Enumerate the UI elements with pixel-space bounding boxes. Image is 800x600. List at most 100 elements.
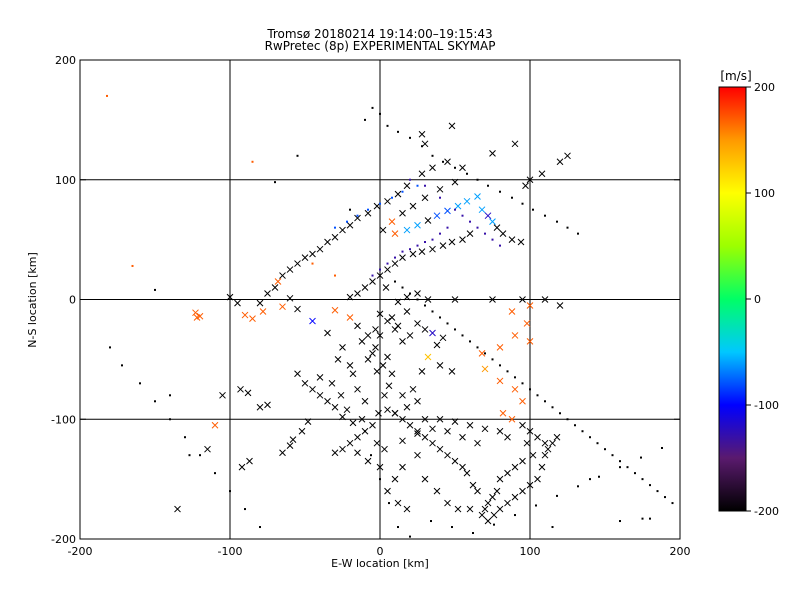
data-point-dot bbox=[469, 220, 471, 223]
data-point-x bbox=[511, 385, 519, 393]
data-point-x bbox=[556, 158, 564, 166]
data-point-x bbox=[451, 457, 459, 465]
data-point-x bbox=[508, 236, 516, 243]
data-point-dot bbox=[484, 232, 486, 235]
data-point-x bbox=[421, 194, 429, 202]
data-point-x bbox=[451, 296, 459, 303]
data-point-x bbox=[451, 178, 459, 186]
data-point-x bbox=[406, 332, 414, 339]
data-point-x bbox=[279, 449, 286, 457]
data-point-x bbox=[522, 182, 529, 190]
data-point-x bbox=[193, 314, 201, 321]
data-point-x bbox=[529, 451, 537, 459]
data-point-x bbox=[364, 356, 372, 363]
data-point-x bbox=[421, 433, 429, 441]
data-point-dot bbox=[577, 485, 579, 488]
data-point-x bbox=[369, 421, 376, 429]
data-point-dot bbox=[154, 400, 156, 403]
data-point-x bbox=[399, 463, 406, 471]
data-point-dot bbox=[551, 526, 554, 529]
data-point-x bbox=[237, 385, 244, 393]
data-point-x bbox=[489, 218, 496, 226]
data-point-dot bbox=[535, 504, 537, 507]
data-point-dot bbox=[379, 112, 381, 115]
data-point-x bbox=[517, 238, 525, 246]
data-point-x bbox=[343, 406, 351, 414]
data-point-x bbox=[204, 445, 211, 453]
data-point-dot bbox=[521, 382, 524, 385]
data-point-x bbox=[418, 130, 426, 138]
data-point-dot bbox=[472, 532, 474, 535]
data-point-x bbox=[301, 379, 309, 387]
data-point-dot bbox=[521, 202, 524, 205]
data-point-dot bbox=[131, 264, 134, 267]
data-point-x bbox=[469, 481, 477, 489]
data-point-dot bbox=[461, 214, 464, 217]
data-point-x bbox=[454, 505, 462, 513]
data-point-dot bbox=[371, 106, 374, 109]
data-point-dot bbox=[391, 196, 393, 199]
data-point-x bbox=[174, 505, 181, 513]
data-point-x bbox=[403, 308, 411, 315]
data-point-x bbox=[346, 314, 354, 321]
data-point-dot bbox=[394, 280, 396, 283]
data-point-x bbox=[384, 487, 391, 495]
data-point-dot bbox=[589, 478, 591, 481]
data-point-dot bbox=[401, 190, 404, 193]
data-point-x bbox=[489, 296, 496, 303]
data-point-dot bbox=[446, 226, 449, 229]
data-point-x bbox=[354, 214, 361, 222]
data-point-dot bbox=[431, 154, 434, 157]
data-point-x bbox=[436, 185, 444, 193]
data-point-dot bbox=[476, 346, 479, 349]
data-point-x bbox=[354, 322, 361, 330]
data-point-x bbox=[511, 463, 519, 471]
data-point-dot bbox=[499, 364, 501, 367]
data-point-dot bbox=[671, 502, 674, 505]
data-point-x bbox=[466, 421, 474, 429]
data-point-x bbox=[259, 308, 267, 315]
data-point-x bbox=[331, 233, 339, 241]
data-point-dot bbox=[559, 412, 561, 415]
data-point-x bbox=[414, 290, 421, 297]
data-point-x bbox=[433, 341, 441, 349]
data-point-dot bbox=[364, 430, 366, 433]
data-point-x bbox=[424, 217, 432, 224]
data-point-x bbox=[361, 397, 369, 405]
data-point-x bbox=[192, 309, 199, 317]
data-point-x bbox=[444, 451, 451, 459]
y-tick-label: 200 bbox=[55, 54, 76, 67]
data-point-x bbox=[316, 391, 324, 399]
data-point-x bbox=[421, 326, 429, 333]
data-point-dot bbox=[154, 288, 156, 291]
data-point-x bbox=[391, 409, 399, 417]
data-point-x bbox=[274, 278, 282, 285]
data-point-x bbox=[346, 362, 354, 369]
data-point-dot bbox=[184, 436, 186, 439]
data-point-dot bbox=[619, 466, 621, 469]
data-point-x bbox=[429, 425, 436, 433]
data-point-dot bbox=[499, 190, 501, 193]
data-point-x bbox=[459, 463, 466, 471]
x-tick-label: -100 bbox=[218, 545, 243, 558]
data-point-x bbox=[564, 152, 571, 160]
data-point-dot bbox=[604, 448, 606, 451]
data-point-x bbox=[376, 332, 384, 339]
data-point-x bbox=[466, 505, 474, 513]
data-point-dot bbox=[416, 184, 419, 187]
data-point-dot bbox=[641, 478, 644, 481]
data-point-x bbox=[346, 221, 354, 229]
data-point-dot bbox=[169, 418, 171, 421]
data-point-x bbox=[534, 475, 541, 483]
data-point-x bbox=[385, 382, 393, 390]
data-point-dot bbox=[379, 202, 381, 205]
data-point-x bbox=[403, 182, 411, 190]
data-point-x bbox=[376, 310, 384, 318]
data-point-dot bbox=[409, 136, 411, 139]
data-point-x bbox=[541, 296, 549, 303]
data-point-dot bbox=[334, 226, 336, 229]
data-point-dot bbox=[424, 184, 426, 187]
data-point-x bbox=[391, 475, 399, 483]
data-point-x bbox=[481, 425, 489, 433]
data-point-dot bbox=[439, 316, 441, 319]
